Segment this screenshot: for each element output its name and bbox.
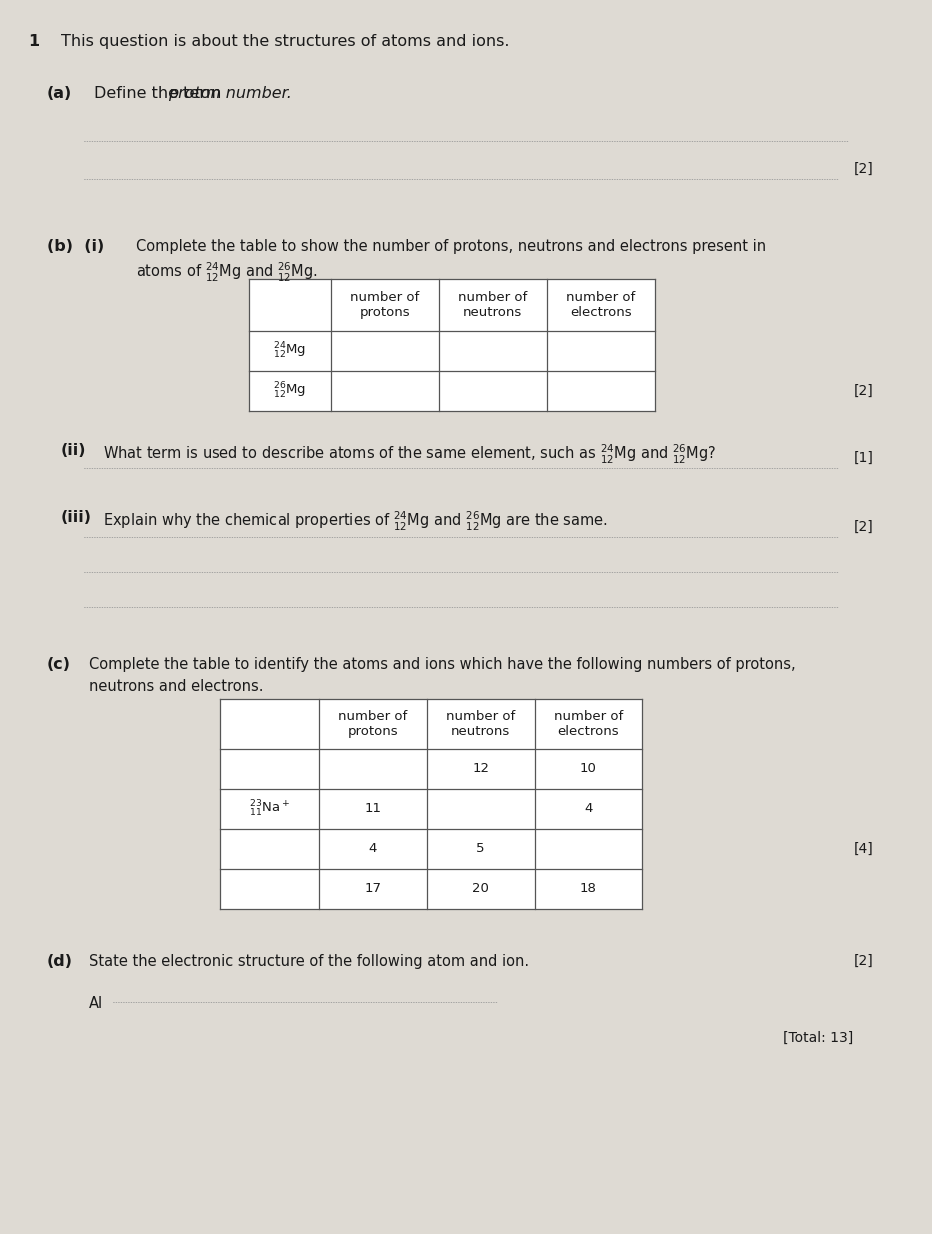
Text: 20: 20: [473, 882, 489, 896]
Text: Complete the table to identify the atoms and ions which have the following numbe: Complete the table to identify the atoms…: [89, 656, 796, 673]
Text: atoms of $^{24}_{12}$Mg and $^{26}_{12}$Mg.: atoms of $^{24}_{12}$Mg and $^{26}_{12}$…: [136, 262, 318, 284]
Text: (d): (d): [47, 954, 73, 969]
Text: Define the term: Define the term: [94, 86, 226, 101]
Text: State the electronic structure of the following atom and ion.: State the electronic structure of the fo…: [89, 954, 529, 969]
Text: [2]: [2]: [854, 384, 873, 399]
Text: (iii): (iii): [61, 510, 92, 524]
Text: 4: 4: [368, 843, 377, 855]
Text: [1]: [1]: [854, 450, 873, 465]
Text: number of
protons: number of protons: [350, 291, 419, 320]
Text: [Total: 13]: [Total: 13]: [783, 1030, 854, 1045]
Text: 10: 10: [580, 763, 596, 775]
Text: (ii): (ii): [61, 443, 87, 458]
Text: $^{23}_{11}$Na$^+$: $^{23}_{11}$Na$^+$: [249, 798, 290, 819]
Text: 5: 5: [476, 843, 485, 855]
Text: 18: 18: [580, 882, 596, 896]
Text: number of
protons: number of protons: [338, 710, 407, 738]
Text: 17: 17: [364, 882, 381, 896]
Bar: [220, 698, 642, 909]
Text: number of
neutrons: number of neutrons: [459, 291, 528, 320]
Text: (b)  (i): (b) (i): [47, 239, 104, 254]
Text: $^{24}_{12}$Mg: $^{24}_{12}$Mg: [273, 341, 307, 362]
Text: [2]: [2]: [854, 520, 873, 534]
Text: 12: 12: [473, 763, 489, 775]
Text: [4]: [4]: [854, 842, 873, 856]
Text: This question is about the structures of atoms and ions.: This question is about the structures of…: [61, 35, 510, 49]
Text: Explain why the chemical properties of $^{24}_{12}$Mg and $^{26}_{12}$Mg are the: Explain why the chemical properties of $…: [103, 510, 608, 533]
Text: Al: Al: [89, 996, 103, 1011]
Text: (c): (c): [47, 656, 71, 673]
Bar: [249, 279, 654, 411]
Text: [2]: [2]: [854, 954, 873, 967]
Text: number of
electrons: number of electrons: [554, 710, 624, 738]
Text: [2]: [2]: [854, 162, 873, 176]
Text: (a): (a): [47, 86, 72, 101]
Text: 4: 4: [584, 802, 593, 816]
Text: $^{26}_{12}$Mg: $^{26}_{12}$Mg: [273, 381, 307, 401]
Text: Complete the table to show the number of protons, neutrons and electrons present: Complete the table to show the number of…: [136, 239, 766, 254]
Text: neutrons and electrons.: neutrons and electrons.: [89, 679, 264, 694]
Text: number of
neutrons: number of neutrons: [446, 710, 515, 738]
Text: 11: 11: [364, 802, 381, 816]
Text: 1: 1: [28, 35, 39, 49]
Text: What term is used to describe atoms of the same element, such as $^{24}_{12}$Mg : What term is used to describe atoms of t…: [103, 443, 717, 466]
Text: number of
electrons: number of electrons: [566, 291, 636, 320]
Text: proton number.: proton number.: [169, 86, 293, 101]
